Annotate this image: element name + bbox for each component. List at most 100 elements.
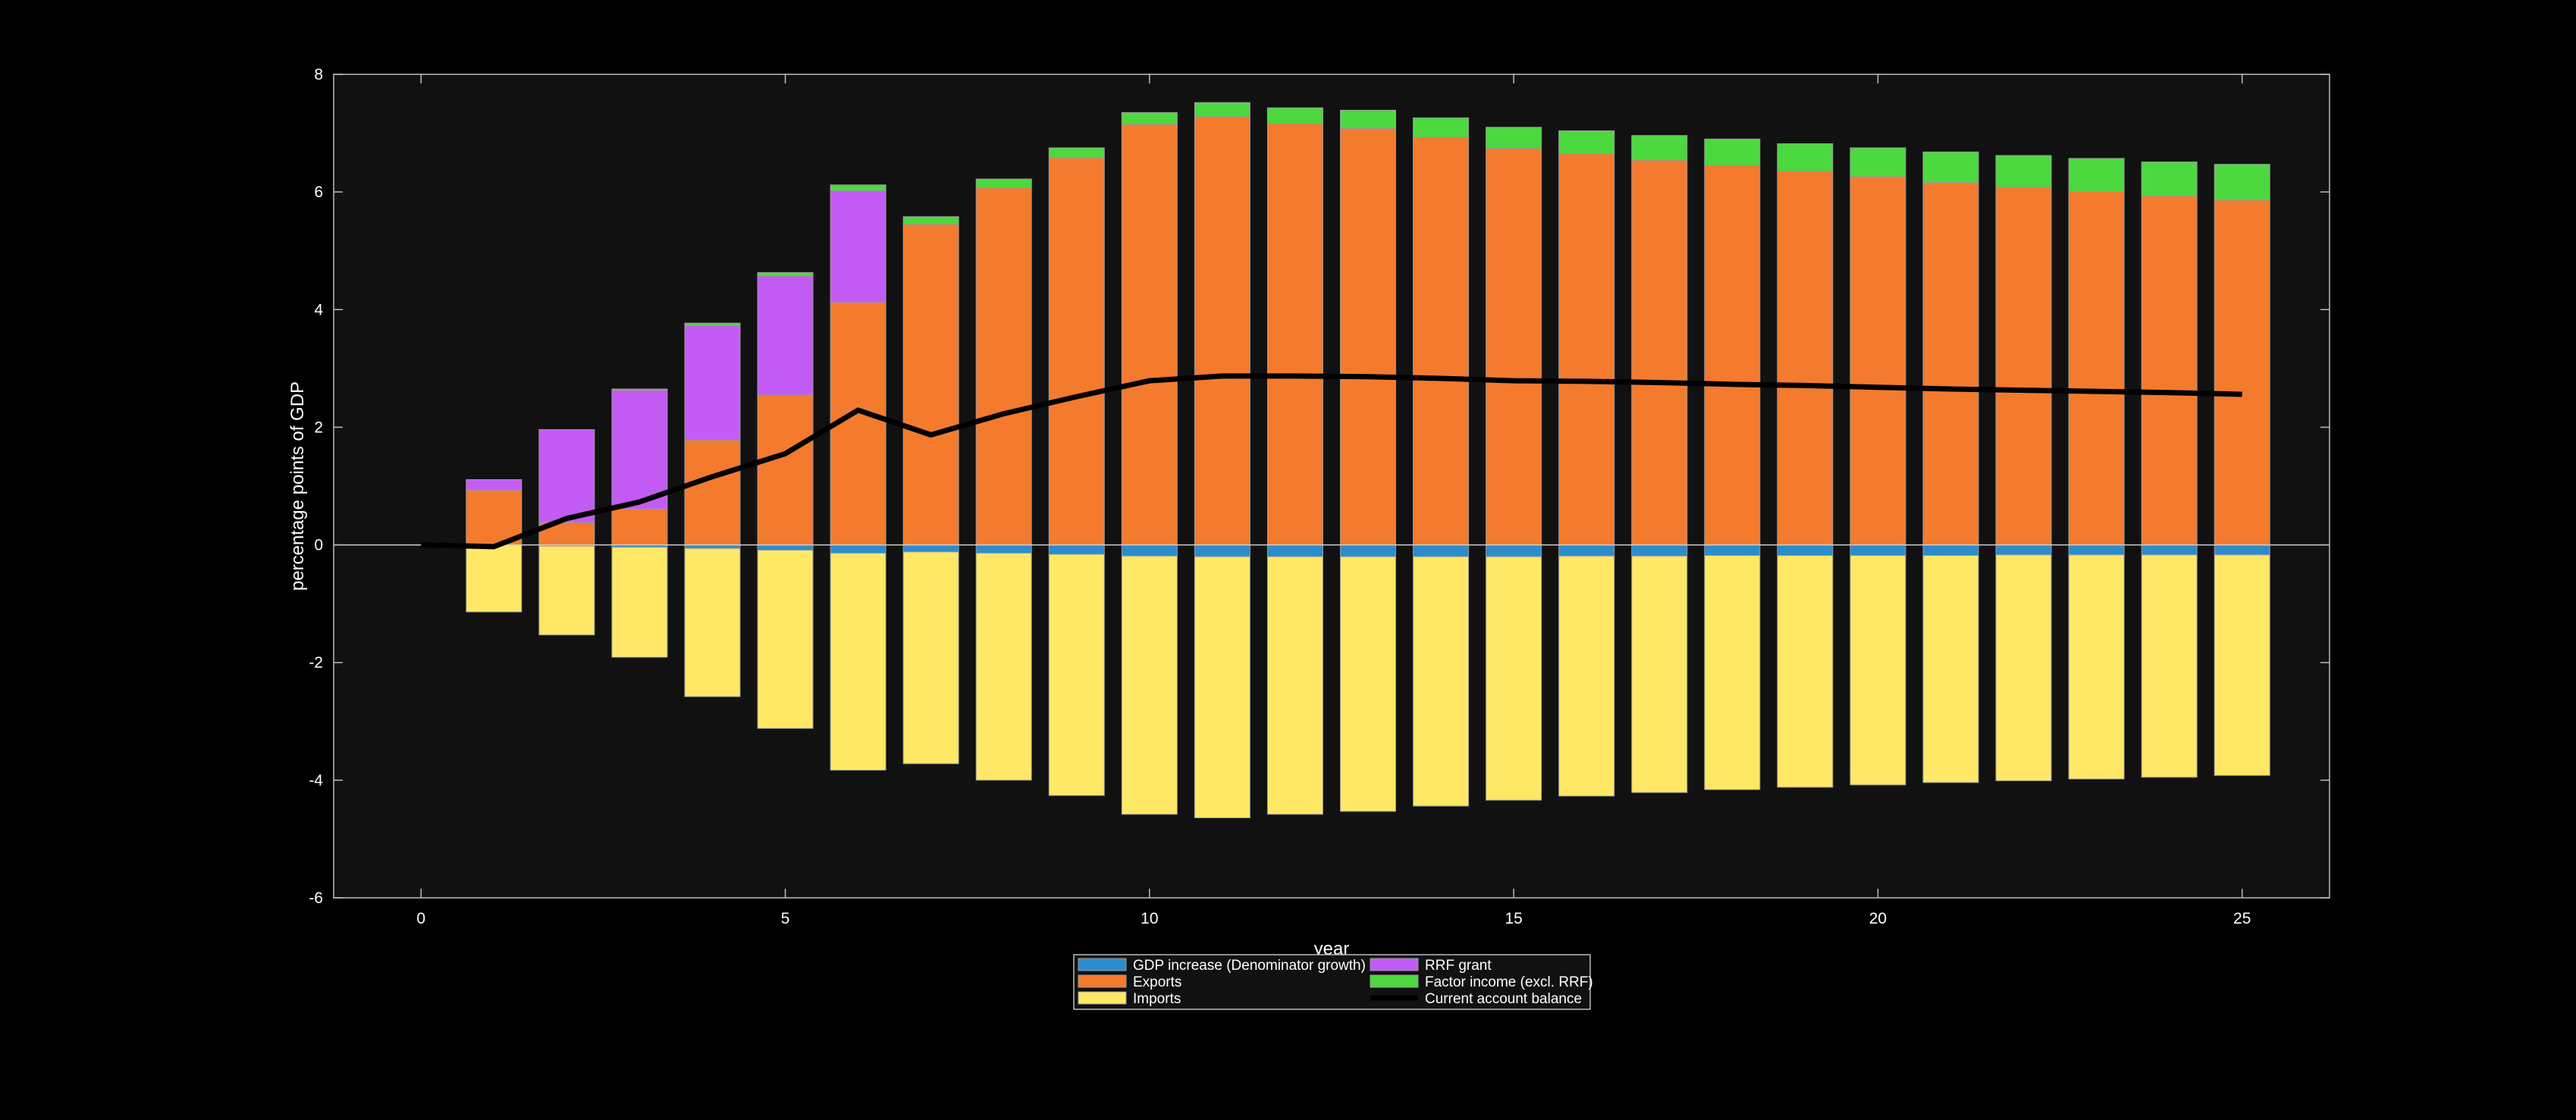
y-tick-label: 6	[314, 184, 323, 201]
bar-factor-income-excl-rrf-3	[611, 388, 668, 391]
legend-label-rrf-grant: RRF grant	[1425, 958, 1492, 974]
bar-gdp-increase-denominator-growth-6	[830, 544, 886, 554]
bar-gdp-increase-denominator-growth-25	[2214, 544, 2270, 556]
bar-factor-income-excl-rrf-15	[1486, 127, 1542, 149]
bar-gdp-increase-denominator-growth-10	[1121, 544, 1178, 557]
y-tick-label: 4	[314, 301, 323, 318]
bar-gdp-increase-denominator-growth-17	[1631, 544, 1688, 557]
bar-imports-1	[466, 544, 522, 613]
bar-exports-23	[2068, 190, 2125, 546]
bar-imports-7	[902, 551, 959, 764]
x-tick-label: 5	[781, 910, 790, 927]
bar-factor-income-excl-rrf-22	[1995, 155, 2052, 188]
x-tick-label: 0	[416, 910, 425, 927]
bar-exports-14	[1413, 136, 1470, 546]
bar-gdp-increase-denominator-growth-24	[2141, 544, 2198, 556]
bar-imports-11	[1194, 556, 1250, 819]
bar-gdp-increase-denominator-growth-12	[1266, 544, 1323, 557]
bar-exports-10	[1121, 124, 1178, 546]
bar-imports-13	[1340, 556, 1397, 812]
current-account-line	[421, 373, 2242, 550]
bar-factor-income-excl-rrf-7	[902, 216, 959, 225]
bar-gdp-increase-denominator-growth-14	[1413, 544, 1470, 557]
bar-imports-16	[1558, 555, 1615, 797]
bar-exports-15	[1486, 148, 1542, 546]
bar-factor-income-excl-rrf-16	[1558, 130, 1615, 155]
legend-box	[1073, 954, 1591, 1010]
bar-exports-19	[1777, 171, 1834, 546]
x-tick-label: 25	[2233, 910, 2251, 927]
bar-imports-17	[1631, 555, 1688, 793]
bar-factor-income-excl-rrf-4	[684, 322, 741, 326]
bar-rrf-grant-2	[538, 429, 595, 523]
bar-factor-income-excl-rrf-6	[830, 184, 886, 192]
bar-gdp-increase-denominator-growth-13	[1340, 544, 1397, 557]
x-tick-label: 15	[1504, 910, 1522, 927]
y-tick-label: 0	[314, 537, 323, 554]
bar-exports-9	[1048, 157, 1105, 546]
bar-imports-2	[538, 545, 595, 635]
ticks-layer: 0 5 10 15 20 25 -6 -4 -2 0 2 4 6 8	[309, 66, 2330, 927]
bar-imports-19	[1777, 555, 1834, 788]
legend-swatch-imports	[1078, 991, 1127, 1005]
bar-exports-13	[1340, 127, 1397, 546]
bar-imports-21	[1922, 555, 1979, 783]
bar-gdp-increase-denominator-growth-22	[1995, 544, 2052, 556]
bar-factor-income-excl-rrf-24	[2141, 162, 2198, 197]
bar-gdp-increase-denominator-growth-19	[1777, 544, 1834, 557]
y-tick-label: -6	[309, 889, 323, 907]
y-tick-label: 2	[314, 419, 323, 436]
bar-exports-17	[1631, 159, 1688, 546]
bar-gdp-increase-denominator-growth-18	[1704, 544, 1761, 557]
bar-factor-income-excl-rrf-18	[1704, 138, 1761, 166]
bar-factor-income-excl-rrf-14	[1413, 117, 1470, 138]
bar-exports-16	[1558, 153, 1615, 546]
bar-imports-10	[1121, 555, 1178, 815]
bar-gdp-increase-denominator-growth-16	[1558, 544, 1615, 557]
bar-factor-income-excl-rrf-23	[2068, 158, 2125, 192]
bar-factor-income-excl-rrf-10	[1121, 111, 1178, 125]
legend-label-exports: Exports	[1133, 974, 1181, 990]
bar-exports-11	[1194, 116, 1250, 546]
bar-imports-20	[1850, 555, 1906, 786]
bar-imports-5	[757, 550, 814, 729]
bar-exports-8	[975, 187, 1032, 546]
bar-exports-12	[1266, 123, 1323, 546]
legend-label-current-account-balance: Current account balance	[1425, 991, 1582, 1007]
bar-exports-20	[1850, 176, 1906, 546]
y-axis-label: percentage points of GDP	[287, 381, 308, 591]
bar-factor-income-excl-rrf-9	[1048, 147, 1105, 158]
legend-label-factor-income-excl-rrf: Factor income (excl. RRF)	[1425, 974, 1593, 990]
bar-gdp-increase-denominator-growth-7	[902, 544, 959, 553]
bar-exports-24	[2141, 196, 2198, 546]
legend-swatch-exports	[1078, 974, 1127, 988]
bar-factor-income-excl-rrf-21	[1922, 151, 1979, 184]
bar-gdp-increase-denominator-growth-9	[1048, 544, 1105, 555]
bar-exports-4	[684, 439, 741, 546]
bar-rrf-grant-3	[611, 390, 668, 510]
legend-swatch-rrf-grant	[1370, 958, 1419, 971]
bar-imports-15	[1486, 556, 1542, 801]
bar-exports-22	[1995, 187, 2052, 546]
bar-gdp-increase-denominator-growth-15	[1486, 544, 1542, 557]
bar-factor-income-excl-rrf-8	[975, 178, 1032, 189]
bar-factor-income-excl-rrf-5	[757, 271, 814, 277]
plot-frame	[333, 74, 2330, 899]
bar-exports-18	[1704, 165, 1761, 546]
legend-swatch-factor-income-excl-rrf	[1370, 974, 1419, 988]
legend: GDP increase (Denominator growth) RRF gra…	[1073, 954, 1593, 1010]
bar-imports-3	[611, 547, 668, 658]
bar-gdp-increase-denominator-growth-20	[1850, 544, 1906, 557]
bar-factor-income-excl-rrf-11	[1194, 102, 1250, 118]
bar-factor-income-excl-rrf-19	[1777, 143, 1834, 172]
y-tick-label: -4	[309, 772, 323, 789]
bar-imports-14	[1413, 556, 1470, 807]
bar-gdp-increase-denominator-growth-8	[975, 544, 1032, 554]
bar-factor-income-excl-rrf-25	[2214, 164, 2270, 201]
bar-imports-6	[830, 552, 886, 771]
bar-imports-12	[1266, 556, 1323, 815]
bar-exports-5	[757, 394, 814, 546]
y-tick-label: -2	[309, 654, 323, 672]
bar-imports-22	[1995, 554, 2052, 782]
